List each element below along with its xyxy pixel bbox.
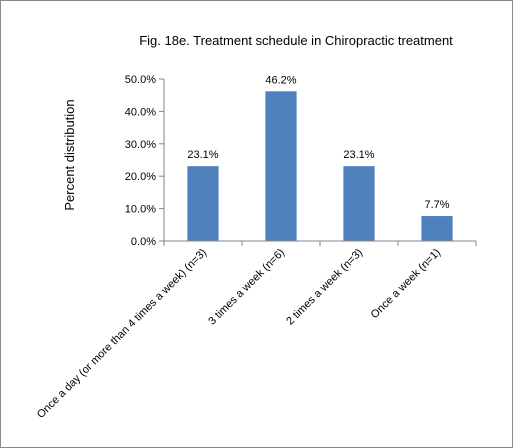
data-label: 23.1% (343, 149, 374, 161)
y-tick-label: 40.0% (125, 106, 156, 118)
x-axis-ticks: Once a day (or more than 4 times a week)… (35, 241, 477, 421)
y-tick-label: 50.0% (125, 74, 156, 86)
axes (163, 79, 476, 242)
data-label: 46.2% (265, 74, 296, 86)
chart-title: Fig. 18e. Treatment schedule in Chiropra… (139, 33, 453, 48)
bar (421, 216, 453, 241)
y-axis-ticks: 0.0% 10.0% 20.0% 30.0% 40.0% 50.0% (125, 74, 164, 248)
bar (343, 166, 375, 241)
data-labels: 23.1% 46.2% 23.1% 7.7% (187, 74, 449, 211)
y-tick-label: 30.0% (125, 139, 156, 151)
x-tick-label: 2 times a week (n=3) (284, 247, 365, 328)
x-tick-label: Once a day (or more than 4 times a week)… (35, 247, 209, 421)
data-label: 7.7% (424, 199, 449, 211)
y-tick-label: 0.0% (131, 236, 156, 248)
y-tick-label: 20.0% (125, 171, 156, 183)
x-tick-label: Once a week (n=1) (369, 247, 443, 321)
x-tick-label: 3 times a week (n=6) (206, 247, 287, 328)
bars (187, 91, 453, 241)
bar (187, 166, 219, 241)
y-axis-label: Percent distribution (62, 99, 77, 210)
y-tick-label: 10.0% (125, 204, 156, 216)
bar (265, 91, 297, 241)
data-label: 23.1% (187, 149, 218, 161)
